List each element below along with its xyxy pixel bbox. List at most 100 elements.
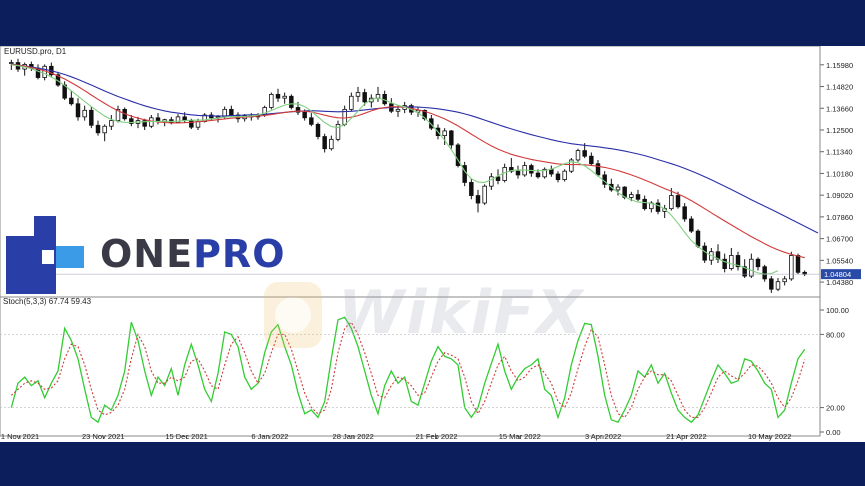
candle-body — [582, 150, 587, 157]
candle-body — [682, 206, 687, 220]
candle — [142, 118, 147, 130]
date-axis-tick-label: 6 Jan 2022 — [251, 432, 288, 441]
candle — [309, 113, 314, 127]
candle — [589, 152, 594, 166]
price-axis-tick: 1.09020 — [820, 191, 853, 200]
candle-body — [269, 93, 274, 108]
date-axis-tick: 15 Dec 2021 — [165, 432, 208, 441]
candle-body — [449, 130, 454, 146]
candle — [595, 159, 601, 177]
stoch-axis-tick: 20.00 — [0, 404, 845, 413]
candle — [115, 105, 121, 123]
stoch-axis-tick-label: 80.00 — [826, 330, 845, 339]
price-axis-tick-label: 1.11340 — [826, 148, 853, 157]
candle — [455, 143, 461, 168]
candle — [689, 216, 694, 233]
price-axis-tick: 1.12500 — [820, 126, 853, 135]
candle-body — [129, 118, 134, 124]
candle-body — [562, 170, 567, 181]
candle-body — [695, 230, 701, 247]
candle-body — [515, 170, 521, 176]
candle-body — [615, 186, 621, 191]
candle — [82, 105, 87, 121]
candle-body — [775, 281, 781, 290]
stoch-chart-layer — [10, 316, 806, 424]
candle — [229, 105, 234, 117]
candle-body — [589, 155, 594, 165]
axis-layer: 1.15980 1.14820 1.13660 1.12500 1.11340 1.101… — [0, 61, 861, 441]
candle — [735, 251, 741, 271]
onepro-logo-text: ONEPRO — [100, 232, 286, 276]
candle-body — [395, 108, 401, 112]
candle-body — [575, 150, 581, 161]
date-axis-tick: 15 Mar 2022 — [499, 432, 541, 441]
candle-body — [735, 255, 741, 268]
candle — [335, 120, 341, 142]
candle-body — [69, 97, 74, 105]
price-axis-tick: 1.11340 — [820, 148, 853, 157]
candle-body — [335, 123, 341, 140]
candle-body — [89, 109, 94, 126]
candle — [462, 161, 467, 187]
price-axis-tick-label: 1.05540 — [826, 256, 853, 265]
price-axis-tick: 1.13660 — [820, 104, 853, 113]
candle-body — [529, 165, 534, 174]
date-axis-tick-label: 21 Feb 2022 — [415, 432, 457, 441]
candle-body — [289, 95, 294, 108]
candle — [75, 98, 81, 121]
stoch-chart-title: Stoch(5,3,3) 67.74 59.43 — [3, 297, 92, 306]
candle-body — [749, 258, 754, 277]
candle — [315, 122, 321, 140]
candle — [675, 191, 681, 209]
candle-body — [442, 130, 447, 137]
stoch-axis-tick: 80.00 — [0, 330, 845, 339]
candle-body — [95, 124, 101, 134]
candle — [722, 253, 727, 273]
candle-body — [769, 278, 774, 290]
candle — [69, 90, 74, 106]
candle — [282, 92, 287, 104]
stoch-axis-tick-label: 0.00 — [826, 428, 841, 437]
date-axis-tick-label: 1 Nov 2021 — [1, 432, 39, 441]
logo-text-pro: PRO — [193, 232, 286, 276]
candle-body — [482, 185, 487, 204]
candle — [329, 135, 334, 151]
candle — [469, 178, 474, 200]
date-axis-tick-label: 15 Mar 2022 — [499, 432, 541, 441]
candle-body — [669, 195, 674, 210]
candle-body — [295, 107, 301, 113]
candle — [482, 184, 487, 205]
candle-body — [282, 95, 287, 99]
candle-body — [455, 144, 461, 166]
price-axis-tick-label: 1.15980 — [826, 61, 853, 70]
candle-body — [595, 163, 601, 176]
candle — [275, 88, 281, 102]
candle-body — [755, 258, 761, 268]
date-axis-tick-label: 10 May 2022 — [748, 432, 791, 441]
candle-body — [782, 278, 787, 283]
onepro-logo: ONEPRO — [6, 216, 284, 298]
candle — [569, 158, 574, 174]
candle — [542, 167, 547, 179]
price-axis-tick: 1.10180 — [820, 169, 853, 178]
onepro-logo-mark — [6, 216, 84, 294]
wikifx-watermark-icon — [264, 282, 322, 348]
candle — [655, 199, 661, 215]
candle-body — [789, 255, 794, 280]
candle — [762, 264, 767, 282]
price-axis-tick-label: 1.14820 — [826, 83, 853, 92]
candle — [755, 257, 761, 271]
candle — [782, 276, 787, 286]
candle-body — [82, 109, 87, 118]
candle-body — [422, 109, 427, 120]
candle-body — [509, 167, 514, 172]
price-axis-tick: 1.06700 — [820, 235, 853, 244]
candle — [129, 115, 134, 127]
chart-frame: EURUSD.pro, D1 Stoch(5,3,3) 67.74 59.43 … — [0, 46, 865, 442]
candle — [742, 259, 747, 278]
candle-body — [762, 266, 767, 280]
price-axis-tick-label: 1.10180 — [826, 169, 853, 178]
candle-body — [729, 255, 734, 269]
current-price-label: 1.04804 — [824, 270, 851, 279]
candle-body — [489, 176, 494, 187]
